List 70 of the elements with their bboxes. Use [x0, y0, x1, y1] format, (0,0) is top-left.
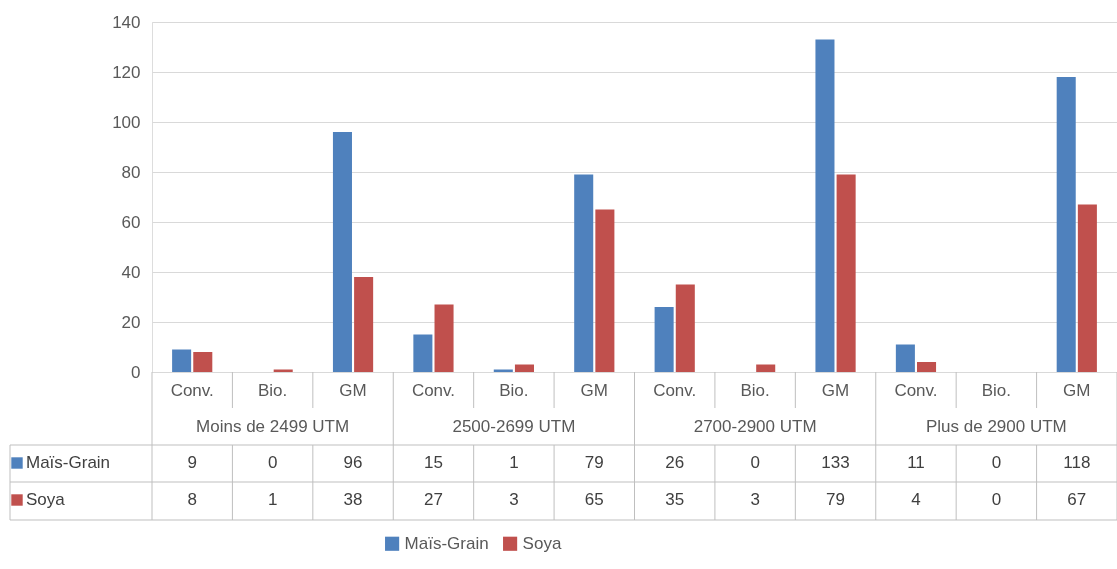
bar [332, 132, 352, 372]
data-label: 96 [343, 453, 363, 472]
data-label: 4 [911, 490, 921, 509]
x-tick-label: GM [339, 380, 367, 400]
legend-label: Maïs-Grain [26, 453, 111, 472]
x-tick-label: GM [580, 380, 608, 400]
bar [354, 277, 374, 372]
data-label: 8 [187, 490, 197, 509]
data-label: 9 [187, 453, 197, 472]
data-label: 67 [1067, 490, 1087, 509]
data-label: 26 [665, 453, 685, 472]
data-label: 118 [1063, 453, 1091, 472]
x-tick-label: GM [821, 380, 850, 400]
bar [193, 352, 213, 372]
y-tick-label: 0 [131, 362, 141, 382]
data-label: 3 [509, 490, 519, 509]
x-tick-label: Conv. [170, 380, 214, 400]
data-label: 38 [343, 490, 363, 509]
data-label: 0 [991, 453, 1002, 472]
text: 2500-2699 UTM [452, 417, 576, 436]
data-label: 3 [750, 490, 760, 509]
data-label: 0 [991, 490, 1002, 509]
x-tick-label: Bio. [257, 380, 288, 400]
data-label: 0 [267, 453, 278, 472]
data-label: 15 [424, 453, 443, 472]
x-tick-label: Bio. [981, 380, 1012, 400]
x-tick-label: Conv. [411, 380, 456, 400]
bar [434, 304, 454, 372]
bar [836, 174, 856, 372]
text: Plus de 2900 UTM [925, 417, 1067, 436]
text: Maïs-Grain [404, 533, 489, 553]
text: Moins de 2499 UTM [196, 417, 350, 436]
data-label: 79 [584, 453, 604, 472]
y-tick-label: 40 [121, 262, 141, 282]
y-tick-label: 120 [112, 62, 141, 82]
y-tick-label: 60 [121, 212, 141, 232]
bar [654, 307, 674, 372]
data-label: 27 [424, 490, 443, 509]
x-tick-label: Conv. [653, 380, 697, 400]
text: 2700-2900 UTM [693, 417, 817, 436]
bar [413, 334, 433, 372]
bar [675, 284, 695, 372]
y-tick-label: 140 [112, 12, 141, 32]
y-tick-label: 20 [121, 312, 141, 332]
text: Soya [26, 490, 65, 509]
bar [815, 39, 835, 372]
bar [514, 364, 534, 372]
data-label: 35 [665, 490, 685, 509]
bar [756, 364, 776, 372]
x-tick-label: Bio. [740, 380, 770, 400]
bar [1056, 77, 1076, 372]
data-label: 79 [826, 490, 845, 509]
data-label: 0 [750, 453, 760, 472]
data-label: 133 [821, 453, 850, 472]
bar [574, 174, 594, 372]
legend-label: Soya [522, 533, 562, 553]
y-tick-label: 80 [121, 162, 141, 182]
data-label: 65 [584, 490, 604, 509]
bar [1077, 204, 1097, 372]
x-tick-label: Conv. [894, 380, 938, 400]
y-tick-label: 100 [112, 112, 141, 132]
bar [917, 362, 937, 372]
bar [895, 344, 915, 372]
data-label: 1 [267, 490, 278, 509]
data-label: 1 [509, 453, 519, 472]
x-tick-label: Bio. [499, 380, 529, 400]
bar [172, 349, 192, 372]
bar [595, 209, 615, 372]
data-label: 11 [907, 453, 925, 472]
x-tick-label: GM [1063, 380, 1091, 400]
